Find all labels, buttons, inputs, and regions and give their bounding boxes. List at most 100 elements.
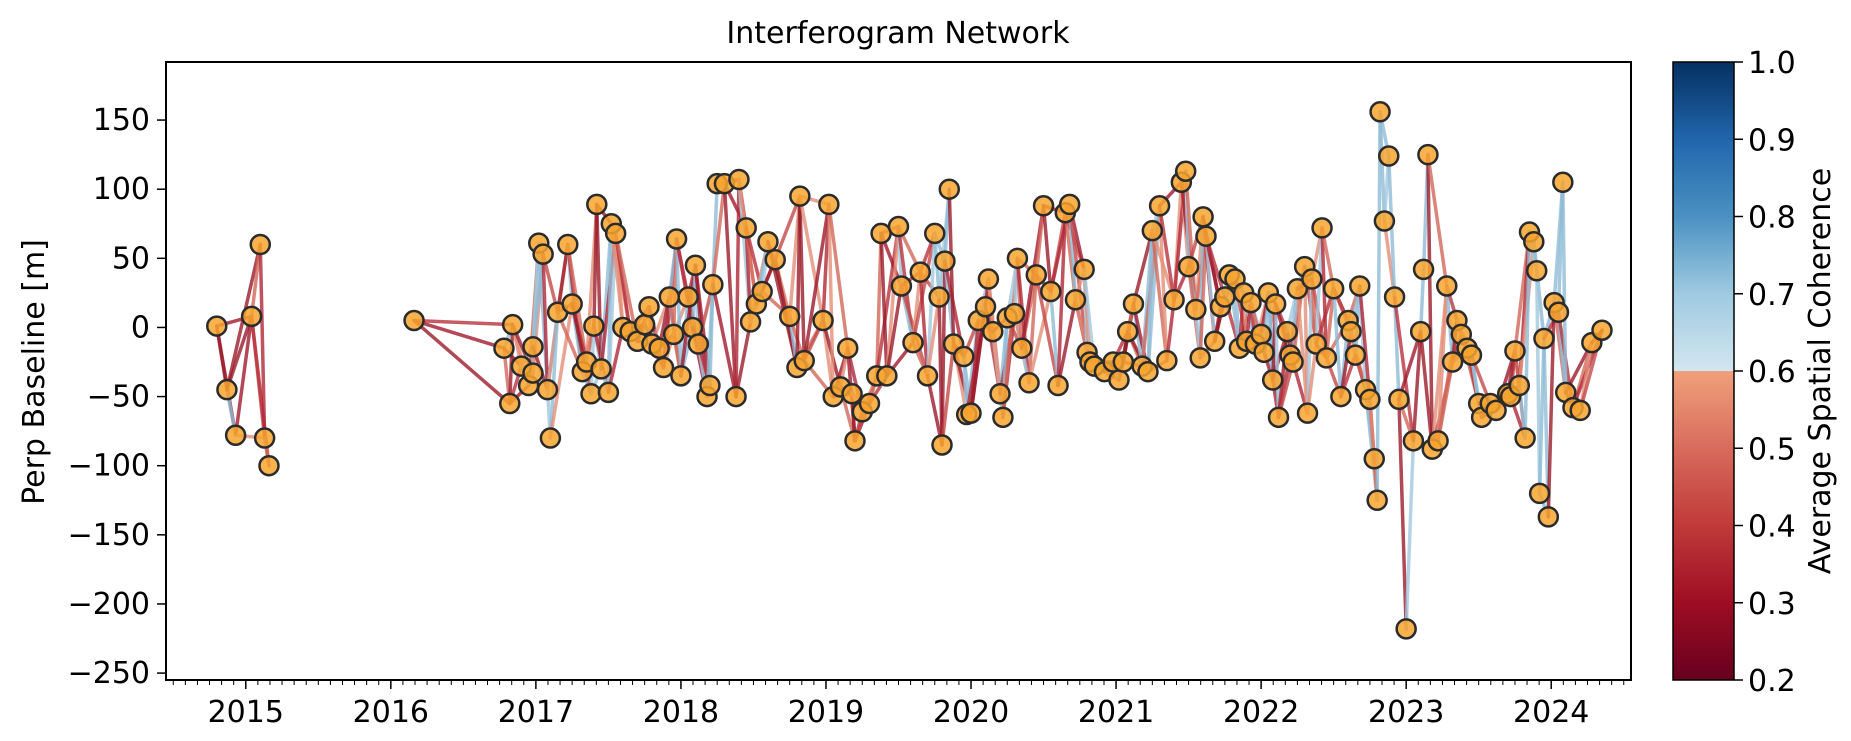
- acquisition-point: [841, 383, 863, 405]
- acquisition-point: [890, 275, 913, 297]
- interferogram-edge: [595, 202, 603, 371]
- acquisition-point: [652, 356, 675, 379]
- acquisition-point: [1240, 291, 1262, 314]
- acquisition-point: [1250, 323, 1272, 346]
- acquisition-point: [876, 365, 898, 387]
- acquisition-point: [1047, 374, 1069, 397]
- interferogram-edge: [1056, 298, 1078, 388]
- acquisition-point: [1349, 275, 1371, 297]
- acquisition-point: [858, 392, 881, 415]
- acquisition-point: [836, 337, 859, 359]
- acquisition-point: [532, 243, 554, 265]
- acquisition-point: [493, 337, 515, 359]
- interferogram-edge: [1392, 295, 1416, 443]
- x-axis: 2015 2016 2017 2018 2019 2020 2021 2022 2023 2024: [172, 680, 1625, 730]
- interferogram-edge: [1339, 329, 1353, 399]
- acquisition-point: [1537, 506, 1560, 528]
- acquisition-point: [1116, 320, 1139, 343]
- acquisition-point: [597, 381, 620, 404]
- acquisition-point: [1591, 319, 1613, 341]
- y-tick-label: 50: [112, 241, 150, 276]
- acquisition-point: [677, 286, 699, 308]
- colorbar-tick-label: 0.3: [1748, 587, 1796, 622]
- acquisition-point: [1203, 330, 1226, 353]
- acquisition-point: [1156, 349, 1178, 372]
- y-axis-label: Perp Baseline [m]: [17, 239, 52, 505]
- acquisition-point: [1040, 280, 1062, 303]
- interferogram-edge: [548, 302, 574, 440]
- acquisition-point: [1032, 195, 1055, 217]
- acquisition-point: [1276, 320, 1298, 343]
- y-tick-label: −150: [68, 518, 150, 553]
- interferogram-edge: [1131, 228, 1155, 306]
- interferogram-edge: [1426, 152, 1449, 288]
- chart-title: Interferogram Network: [726, 16, 1070, 51]
- interferogram-edge: [1426, 152, 1435, 451]
- acquisition-point: [751, 280, 773, 303]
- acquisition-point: [590, 358, 612, 380]
- acquisition-point: [1301, 268, 1323, 290]
- interferogram-edge: [1198, 234, 1208, 360]
- interferogram-edge: [1034, 273, 1060, 388]
- interferogram-edge: [1204, 234, 1217, 344]
- acquisition-point: [1141, 219, 1164, 242]
- acquisition-point: [638, 295, 660, 318]
- interferogram-edge: [1305, 342, 1318, 415]
- acquisition-point: [1195, 225, 1217, 247]
- acquisition-point: [1177, 255, 1200, 278]
- acquisition-point: [1359, 388, 1381, 411]
- acquisition-point: [662, 323, 685, 346]
- acquisition-point: [1296, 402, 1319, 424]
- y-tick-label: −250: [68, 656, 150, 691]
- acquisition-point: [253, 427, 276, 449]
- acquisition-point: [557, 233, 579, 256]
- interferogram-edge: [1273, 302, 1281, 420]
- acquisition-point: [1485, 399, 1507, 422]
- y-tick-label: −50: [87, 380, 150, 415]
- interferogram-edge: [918, 270, 930, 378]
- interferogram-edge: [1324, 286, 1336, 360]
- acquisition-point: [870, 222, 892, 245]
- acquisition-point: [687, 333, 710, 355]
- acquisition-point: [1264, 293, 1287, 315]
- acquisition-point: [583, 315, 605, 337]
- colorbar: [1672, 61, 1735, 681]
- interferogram-edge: [1183, 169, 1198, 312]
- interferogram-edge: [773, 194, 802, 262]
- interferogram-edge: [1157, 204, 1176, 302]
- acquisition-point: [1322, 277, 1345, 300]
- acquisition-point: [216, 378, 238, 401]
- x-tick-label: 2021: [1078, 695, 1154, 730]
- interferogram-edge: [1027, 273, 1039, 385]
- colorbar-tick-label: 0.9: [1748, 123, 1796, 158]
- acquisition-point: [1282, 351, 1304, 373]
- acquisition-point: [1533, 327, 1555, 350]
- acquisition-point: [725, 385, 747, 408]
- acquisition-point: [539, 427, 562, 449]
- acquisition-point: [1552, 171, 1574, 194]
- acquisition-point: [699, 374, 721, 397]
- interferogram-edge: [1411, 329, 1423, 443]
- interferogram-edge: [1397, 397, 1408, 631]
- x-tick-label: 2016: [353, 695, 429, 730]
- y-tick-label: 0: [131, 310, 150, 345]
- acquisition-point: [1137, 360, 1159, 383]
- acquisition-point: [1417, 143, 1439, 166]
- interferogram-edges: [215, 110, 1604, 631]
- acquisition-point: [1569, 399, 1591, 422]
- acquisition-point: [1330, 385, 1352, 408]
- acquisition-point: [1547, 301, 1570, 323]
- acquisition-point: [989, 383, 1011, 405]
- interferogram-edge: [1049, 289, 1060, 388]
- acquisition-point: [1286, 277, 1309, 300]
- interferogram-edge: [1027, 289, 1053, 385]
- x-tick-label: 2015: [208, 695, 284, 730]
- interferogram-edge: [674, 237, 683, 378]
- acquisition-point: [1108, 369, 1130, 391]
- acquisition-point: [764, 248, 786, 271]
- acquisition-point: [916, 365, 939, 387]
- interferogram-edge: [708, 282, 715, 388]
- colorbar-tick-label: 0.2: [1748, 664, 1796, 699]
- interferogram-edge: [555, 242, 570, 314]
